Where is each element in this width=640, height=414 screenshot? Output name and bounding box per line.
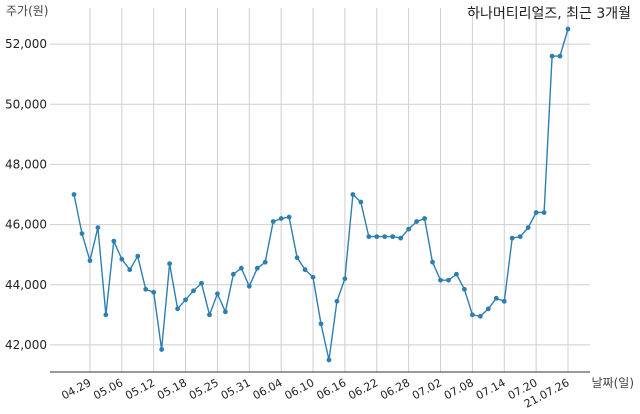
data-point (549, 53, 555, 59)
x-tick-label: 06.10 (283, 376, 317, 402)
x-tick-label: 05.18 (155, 376, 189, 402)
data-point (254, 265, 260, 271)
x-tick-label: 07.14 (474, 376, 508, 402)
data-point (350, 192, 356, 197)
data-point (246, 283, 252, 289)
data-point (207, 312, 212, 318)
y-tick-label: 42,000 (5, 338, 47, 352)
data-point (382, 234, 388, 240)
y-tick-label: 46,000 (5, 218, 47, 232)
data-point (533, 210, 539, 215)
data-point (278, 216, 284, 221)
data-point (390, 234, 396, 240)
y-axis-label: 주가(원) (6, 4, 48, 18)
data-point (525, 225, 531, 230)
data-point (286, 214, 292, 220)
data-point (87, 258, 93, 264)
data-point (127, 267, 133, 273)
data-point (501, 298, 507, 304)
data-point (358, 199, 364, 205)
x-tick-label: 07.02 (410, 376, 444, 402)
data-point (334, 298, 340, 304)
data-point (294, 255, 300, 261)
data-point (342, 276, 348, 282)
x-axis-label: 날짜(일) (592, 376, 634, 390)
data-point (79, 231, 85, 237)
data-point (310, 274, 316, 280)
data-point (238, 265, 244, 271)
y-tick-label: 50,000 (5, 97, 47, 111)
x-tick-label: 05.31 (219, 376, 253, 402)
data-point (302, 267, 308, 273)
data-point (477, 313, 483, 319)
data-point (517, 234, 523, 240)
axis-layer: 42,000 44,000 46,000 48,000 50,000 52,000 04.2… (5, 37, 590, 411)
data-point (175, 306, 180, 312)
grid-layer (50, 8, 590, 372)
data-point (509, 235, 515, 241)
data-point (119, 256, 125, 262)
data-point (422, 216, 427, 221)
data-point (270, 219, 276, 224)
data-point (462, 286, 467, 292)
x-tick-label: 06.22 (346, 376, 380, 402)
point-layer (71, 26, 571, 363)
data-point (103, 312, 109, 318)
x-tick-label: 06.28 (378, 376, 412, 402)
data-point (199, 280, 204, 286)
x-tick-label: 05.06 (91, 376, 125, 402)
y-tick-label: 44,000 (5, 278, 47, 292)
data-point (430, 259, 435, 265)
data-point (262, 259, 268, 265)
x-tick-label: 04.29 (59, 376, 93, 402)
data-point (414, 219, 420, 224)
data-point (183, 297, 188, 303)
data-point (143, 286, 149, 292)
label-layer: 하나머티리얼즈, 최근 3개월 주가(원) 날짜(일) (6, 4, 634, 390)
data-point (151, 289, 157, 295)
x-tick-label: 05.12 (123, 376, 157, 402)
data-point (71, 192, 77, 197)
x-tick-label: 05.25 (187, 376, 221, 402)
x-tick-label: 06.04 (251, 376, 285, 402)
x-tick-label: 07.08 (442, 376, 476, 402)
data-point (159, 347, 165, 352)
data-point (135, 253, 141, 259)
data-point (366, 234, 372, 240)
data-point (565, 26, 571, 32)
data-point (230, 271, 236, 277)
data-point (446, 277, 451, 283)
data-point (326, 357, 332, 363)
y-tick-label: 48,000 (5, 157, 47, 171)
data-point (398, 235, 404, 241)
y-tick-label: 52,000 (5, 37, 47, 51)
data-point (557, 53, 563, 59)
data-point (406, 226, 412, 232)
data-point (111, 238, 117, 244)
data-point (493, 295, 499, 301)
data-point (438, 277, 443, 283)
data-point (469, 312, 475, 318)
data-point (167, 261, 173, 267)
data-point (374, 234, 380, 240)
data-point (222, 309, 228, 315)
data-point (215, 291, 220, 297)
x-tick-label: 06.16 (314, 376, 348, 402)
data-point (318, 321, 324, 327)
data-point (485, 306, 491, 312)
data-point (95, 225, 101, 230)
data-point (191, 288, 196, 294)
data-point (541, 210, 547, 215)
line-layer (73, 28, 569, 361)
series-line (73, 28, 569, 361)
data-point (454, 271, 459, 277)
chart-title: 하나머티리얼즈, 최근 3개월 (467, 6, 631, 22)
